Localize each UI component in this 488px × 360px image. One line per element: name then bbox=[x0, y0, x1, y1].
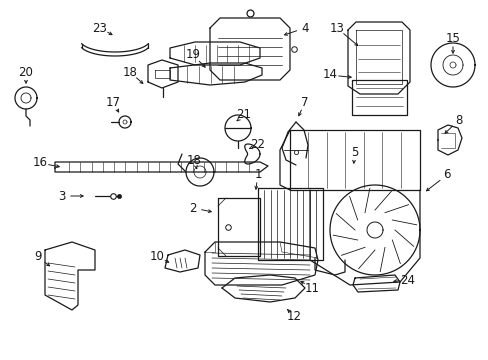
Text: 22: 22 bbox=[250, 139, 265, 152]
Text: 12: 12 bbox=[286, 310, 301, 323]
Text: 16: 16 bbox=[32, 157, 47, 170]
Text: 14: 14 bbox=[322, 68, 337, 81]
Text: 17: 17 bbox=[105, 95, 120, 108]
Text: 6: 6 bbox=[442, 168, 450, 181]
Text: 20: 20 bbox=[19, 66, 33, 78]
Text: 4: 4 bbox=[301, 22, 308, 35]
Text: 18: 18 bbox=[122, 66, 137, 78]
Text: 10: 10 bbox=[149, 251, 164, 264]
Text: 5: 5 bbox=[350, 145, 358, 158]
Text: 2: 2 bbox=[189, 202, 196, 215]
Text: 15: 15 bbox=[445, 31, 460, 45]
Text: 7: 7 bbox=[301, 95, 308, 108]
Text: 19: 19 bbox=[185, 49, 200, 62]
Text: 24: 24 bbox=[400, 274, 415, 287]
Text: 13: 13 bbox=[329, 22, 344, 35]
Text: 11: 11 bbox=[304, 282, 319, 294]
Text: 23: 23 bbox=[92, 22, 107, 35]
Text: 8: 8 bbox=[454, 113, 462, 126]
Text: 1: 1 bbox=[254, 167, 261, 180]
Text: 9: 9 bbox=[34, 251, 41, 264]
Text: 21: 21 bbox=[236, 108, 251, 122]
Text: 18: 18 bbox=[186, 153, 201, 166]
Text: 3: 3 bbox=[58, 189, 65, 202]
